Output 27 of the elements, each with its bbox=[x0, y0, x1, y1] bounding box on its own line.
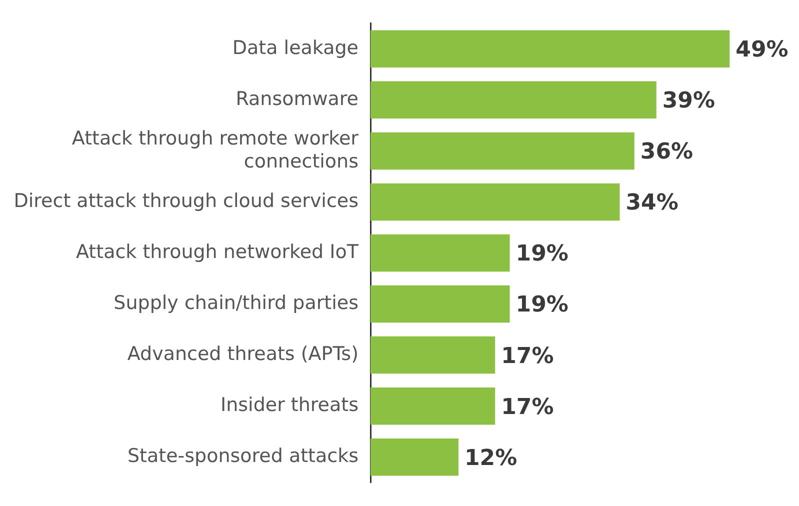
data-label: 36% bbox=[640, 140, 694, 165]
y-tick-label: Attack through remote worker connections bbox=[72, 127, 359, 172]
y-tick-label: Advanced threats (APTs) bbox=[127, 342, 358, 365]
bar bbox=[370, 234, 510, 272]
y-tick-label: Insider threats bbox=[220, 394, 358, 416]
bar bbox=[370, 81, 656, 119]
bar bbox=[370, 387, 496, 425]
y-tick-label: State-sponsored attacks bbox=[127, 445, 358, 468]
y-tick-label: Direct attack through cloud services bbox=[14, 190, 358, 212]
y-tick-label: Supply chain/third parties bbox=[114, 292, 358, 314]
y-tick-label: Data leakage bbox=[232, 36, 358, 59]
bar bbox=[370, 30, 730, 68]
bar bbox=[370, 183, 620, 221]
data-label: 39% bbox=[662, 88, 716, 114]
bar bbox=[370, 132, 634, 170]
data-label: 17% bbox=[501, 394, 554, 420]
data-label: 12% bbox=[464, 446, 518, 471]
data-label: 19% bbox=[516, 242, 568, 267]
y-tick-label: Attack through networked IoT bbox=[76, 240, 359, 263]
bar bbox=[370, 438, 458, 476]
data-label: 17% bbox=[501, 344, 554, 369]
y-tick-label: Ransomware bbox=[236, 88, 358, 110]
data-label: 19% bbox=[516, 292, 568, 318]
data-label: 49% bbox=[736, 38, 788, 63]
bar bbox=[370, 336, 496, 374]
data-label: 34% bbox=[626, 190, 678, 216]
bar bbox=[370, 285, 510, 323]
